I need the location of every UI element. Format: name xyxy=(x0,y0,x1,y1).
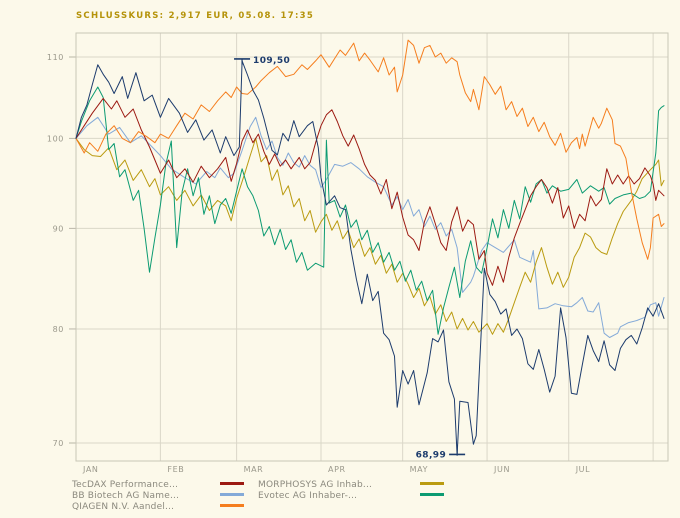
month-label-jul: JUL xyxy=(575,465,590,474)
legend-item-label: TecDAX Performance... xyxy=(72,480,179,490)
y-tick-label: 100 xyxy=(47,134,64,143)
max-annotation-label: 109,50 xyxy=(253,56,290,66)
min-annotation-label: 68,99 xyxy=(416,450,446,460)
y-tick-label: 70 xyxy=(53,439,64,448)
y-tick-label: 80 xyxy=(53,325,64,334)
legend-item-swatch xyxy=(420,493,444,496)
chart-title: SCHLUSSKURS: 2,917 EUR, 05.08. 17:35 xyxy=(76,11,315,21)
legend-item: TecDAX Performance... xyxy=(72,480,244,491)
series-line-tecdax xyxy=(75,97,665,286)
month-label-may: MAY xyxy=(410,465,428,474)
month-label-jan: JAN xyxy=(82,465,98,474)
series-line-main xyxy=(75,60,665,456)
legend-item: MORPHOSYS AG Inhab... xyxy=(258,480,444,491)
legend-column-left: TecDAX Performance... BB Biotech AG Name.… xyxy=(72,480,244,513)
legend-item: Evotec AG Inhaber-... xyxy=(258,491,444,502)
legend-item-label: MORPHOSYS AG Inhab... xyxy=(258,480,373,490)
series-line-evotec xyxy=(75,86,665,335)
legend-item-swatch xyxy=(220,493,244,496)
legend-item-swatch xyxy=(220,504,244,507)
series-line-bb-biotech xyxy=(75,116,665,338)
chart-legend: TecDAX Performance... BB Biotech AG Name.… xyxy=(0,480,680,516)
series-line-morphosys xyxy=(75,137,665,335)
y-tick-label: 110 xyxy=(47,53,64,62)
min-annotation-marker xyxy=(449,447,466,456)
month-label-mar: MAR xyxy=(244,465,264,474)
plot-border xyxy=(75,32,669,462)
legend-item: BB Biotech AG Name... xyxy=(72,491,244,502)
month-label-apr: APR xyxy=(328,465,346,474)
max-annotation-marker xyxy=(234,58,251,65)
legend-item-label: QIAGEN N.V. Aandel... xyxy=(72,502,175,512)
month-label-feb: FEB xyxy=(167,465,184,474)
legend-column-right: MORPHOSYS AG Inhab... Evotec AG Inhaber-.… xyxy=(258,480,444,502)
legend-item-swatch xyxy=(220,482,244,485)
month-label-jun: JUN xyxy=(493,465,510,474)
y-tick-label: 90 xyxy=(53,224,64,233)
legend-item: QIAGEN N.V. Aandel... xyxy=(72,502,244,513)
legend-item-label: Evotec AG Inhaber-... xyxy=(258,491,358,501)
legend-item-swatch xyxy=(420,482,444,485)
legend-item-label: BB Biotech AG Name... xyxy=(72,491,180,501)
series-line-qiagen xyxy=(75,39,665,260)
